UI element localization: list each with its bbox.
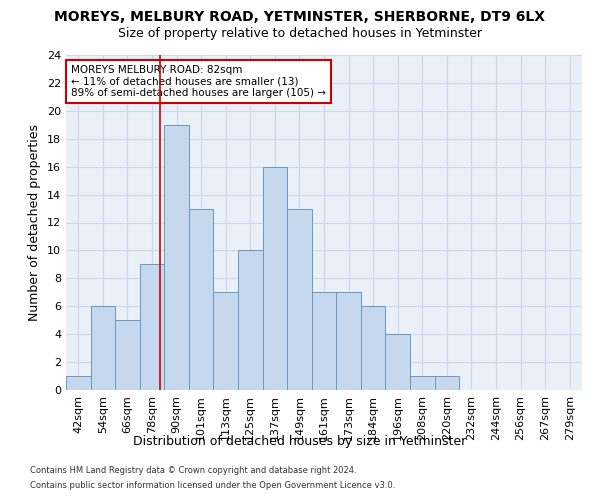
Bar <box>66 376 91 390</box>
Bar <box>263 166 287 390</box>
Bar <box>410 376 434 390</box>
Bar <box>214 292 238 390</box>
Bar <box>361 306 385 390</box>
Text: Contains public sector information licensed under the Open Government Licence v3: Contains public sector information licen… <box>30 481 395 490</box>
Text: MOREYS MELBURY ROAD: 82sqm
← 11% of detached houses are smaller (13)
89% of semi: MOREYS MELBURY ROAD: 82sqm ← 11% of deta… <box>71 65 326 98</box>
Y-axis label: Number of detached properties: Number of detached properties <box>28 124 41 321</box>
Text: MOREYS, MELBURY ROAD, YETMINSTER, SHERBORNE, DT9 6LX: MOREYS, MELBURY ROAD, YETMINSTER, SHERBO… <box>55 10 545 24</box>
Bar <box>434 376 459 390</box>
Text: Size of property relative to detached houses in Yetminster: Size of property relative to detached ho… <box>118 28 482 40</box>
Bar <box>189 208 214 390</box>
Bar <box>115 320 140 390</box>
Bar <box>91 306 115 390</box>
Bar <box>164 125 189 390</box>
Bar <box>287 208 312 390</box>
Bar <box>336 292 361 390</box>
Text: Contains HM Land Registry data © Crown copyright and database right 2024.: Contains HM Land Registry data © Crown c… <box>30 466 356 475</box>
Bar <box>385 334 410 390</box>
Bar <box>312 292 336 390</box>
Bar <box>238 250 263 390</box>
Bar <box>140 264 164 390</box>
Text: Distribution of detached houses by size in Yetminster: Distribution of detached houses by size … <box>133 435 467 448</box>
